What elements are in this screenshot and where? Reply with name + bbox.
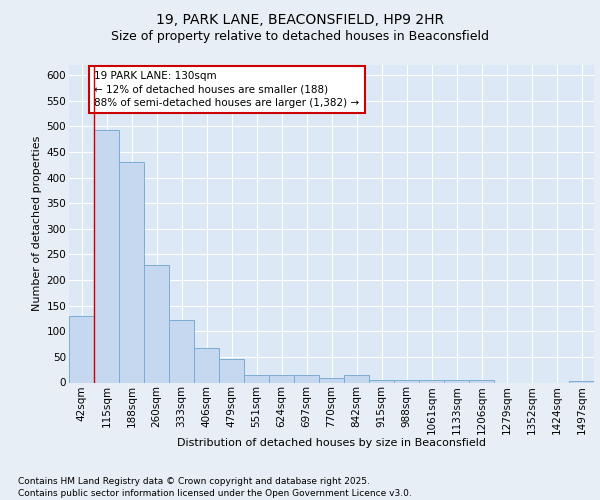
Bar <box>369 380 394 382</box>
Bar <box>294 375 319 382</box>
Text: Contains HM Land Registry data © Crown copyright and database right 2025.
Contai: Contains HM Land Registry data © Crown c… <box>18 476 412 498</box>
Bar <box>94 130 119 382</box>
Bar <box>119 162 144 382</box>
Bar <box>219 360 244 382</box>
Bar <box>444 380 469 382</box>
Bar <box>394 380 419 382</box>
Bar <box>469 380 494 382</box>
Bar <box>169 320 194 382</box>
Bar <box>69 316 94 382</box>
Bar <box>319 378 344 382</box>
Bar <box>269 375 294 382</box>
Bar <box>194 348 219 382</box>
Bar <box>344 375 369 382</box>
Text: 19, PARK LANE, BEACONSFIELD, HP9 2HR: 19, PARK LANE, BEACONSFIELD, HP9 2HR <box>156 12 444 26</box>
Text: 19 PARK LANE: 130sqm
← 12% of detached houses are smaller (188)
88% of semi-deta: 19 PARK LANE: 130sqm ← 12% of detached h… <box>95 71 359 108</box>
Bar <box>144 264 169 382</box>
Bar <box>244 375 269 382</box>
Y-axis label: Number of detached properties: Number of detached properties <box>32 136 43 312</box>
X-axis label: Distribution of detached houses by size in Beaconsfield: Distribution of detached houses by size … <box>177 438 486 448</box>
Text: Size of property relative to detached houses in Beaconsfield: Size of property relative to detached ho… <box>111 30 489 43</box>
Bar <box>419 380 444 382</box>
